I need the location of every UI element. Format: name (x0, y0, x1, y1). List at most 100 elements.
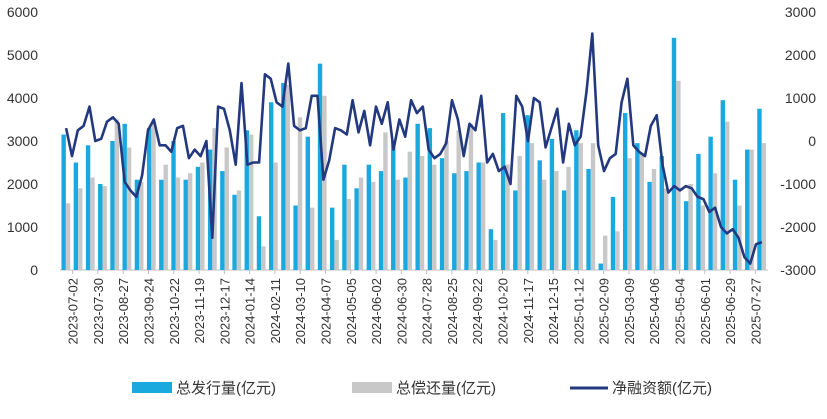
bar-total-repayment (456, 130, 461, 270)
legend-swatch-issuance (132, 382, 172, 393)
bar-total-repayment (493, 239, 498, 270)
bar-total-issuance (195, 166, 201, 270)
bar-total-repayment (285, 85, 290, 270)
bar-total-repayment (676, 80, 681, 270)
bar-total-repayment (151, 121, 156, 271)
x-tick-label: 2024-06-02 (369, 278, 384, 345)
y-left-tick-label: 2000 (7, 176, 38, 192)
bar-total-repayment (480, 162, 486, 270)
bar-total-issuance (476, 162, 481, 270)
bar-total-repayment (590, 143, 596, 270)
bar-total-repayment (712, 173, 718, 270)
x-tick-label: 2025-07-27 (748, 278, 763, 345)
x-tick-label: 2023-09-24 (142, 278, 157, 345)
bar-total-issuance (281, 82, 286, 270)
bar-total-repayment (139, 181, 144, 270)
bar-total-repayment (90, 177, 95, 270)
y-right-tick-label: -1000 (780, 176, 816, 192)
bar-total-issuance (439, 158, 445, 270)
bar-total-repayment (663, 188, 669, 270)
bar-total-issuance (146, 128, 152, 270)
x-tick-label: 2024-11-17 (521, 278, 536, 344)
y-left-tick-label: 0 (30, 262, 38, 278)
legend-label-issuance: 总发行量(亿元) (176, 380, 276, 397)
bar-total-issuance (720, 100, 726, 271)
x-tick-label: 2024-10-20 (496, 278, 511, 345)
bar-total-issuance (256, 216, 262, 270)
bar-total-repayment (346, 199, 352, 270)
y-right-tick-label: 2000 (785, 47, 816, 63)
x-tick-label: 2023-08-27 (116, 278, 131, 345)
bar-total-issuance (378, 171, 384, 270)
bar-total-repayment (627, 158, 632, 270)
x-tick-label: 2023-07-02 (66, 278, 81, 345)
bar-total-repayment (419, 156, 425, 270)
x-tick-label: 2024-12-15 (546, 278, 561, 345)
bar-total-issuance (671, 37, 677, 270)
bar-total-issuance (488, 229, 494, 270)
bar-total-repayment (126, 147, 132, 270)
x-tick-label: 2025-02-09 (597, 278, 612, 345)
bar-total-repayment (383, 132, 388, 270)
bar-total-issuance (696, 153, 701, 270)
bar-total-repayment (273, 162, 278, 270)
bar-total-issuance (391, 141, 396, 270)
y-left-tick-label: 5000 (7, 47, 38, 63)
x-tick-label: 2024-04-07 (319, 278, 334, 345)
bar-total-issuance (110, 141, 115, 270)
bar-total-repayment (65, 203, 71, 270)
bar-total-issuance (122, 123, 127, 270)
bar-total-repayment (309, 207, 315, 270)
bar-total-repayment (395, 179, 400, 270)
bar-total-repayment (615, 231, 620, 270)
bar-total-issuance (684, 201, 689, 270)
bar-total-issuance (330, 207, 335, 270)
bar-total-repayment (248, 134, 254, 270)
bar-total-issuance (317, 63, 323, 270)
bar-total-repayment (432, 164, 437, 270)
bar-total-issuance (134, 179, 140, 270)
bar-total-repayment (187, 173, 193, 270)
y-right-tick-label: 0 (808, 133, 816, 149)
x-tick-label: 2025-06-01 (698, 278, 713, 345)
bar-total-repayment (517, 156, 522, 270)
bar-total-issuance (464, 171, 469, 270)
bar-total-issuance (647, 181, 652, 270)
bar-total-repayment (297, 117, 303, 270)
bar-total-repayment (224, 147, 229, 270)
x-tick-label: 2023-11-19 (192, 278, 207, 344)
bar-total-issuance (635, 143, 640, 270)
x-tick-label: 2024-03-10 (293, 278, 308, 345)
legend-swatch-repayment (352, 382, 392, 393)
y-right-tick-label: -3000 (780, 262, 816, 278)
bar-total-issuance (98, 184, 103, 270)
legend-label-net: 净融资额(亿元) (612, 380, 712, 397)
y-left-tick-label: 6000 (7, 4, 38, 20)
bar-total-repayment (163, 164, 168, 270)
bar-total-issuance (354, 188, 359, 270)
bar-total-issuance (159, 179, 164, 270)
bar-total-repayment (468, 123, 474, 270)
bar-total-repayment (651, 168, 657, 270)
x-tick-label: 2023-07-30 (91, 278, 106, 345)
bar-total-issuance (183, 179, 188, 270)
x-tick-label: 2024-02-11 (268, 278, 283, 344)
bar-total-issuance (561, 190, 567, 270)
bar-total-issuance (525, 115, 530, 270)
y-right-tick-label: -2000 (780, 219, 816, 235)
bar-total-issuance (293, 205, 298, 270)
bar-total-repayment (175, 177, 181, 270)
bar-total-repayment (102, 186, 107, 270)
bar-total-repayment (358, 177, 364, 270)
bar-total-repayment (322, 95, 327, 270)
bar-total-issuance (574, 130, 579, 270)
x-tick-label: 2025-01-12 (571, 278, 586, 345)
bar-total-repayment (541, 179, 547, 270)
bar-total-issuance (610, 196, 616, 270)
bar-total-issuance (745, 149, 750, 270)
bar-total-repayment (114, 119, 120, 270)
x-tick-label: 2025-04-06 (647, 278, 662, 345)
x-tick-label: 2025-03-09 (622, 278, 637, 345)
